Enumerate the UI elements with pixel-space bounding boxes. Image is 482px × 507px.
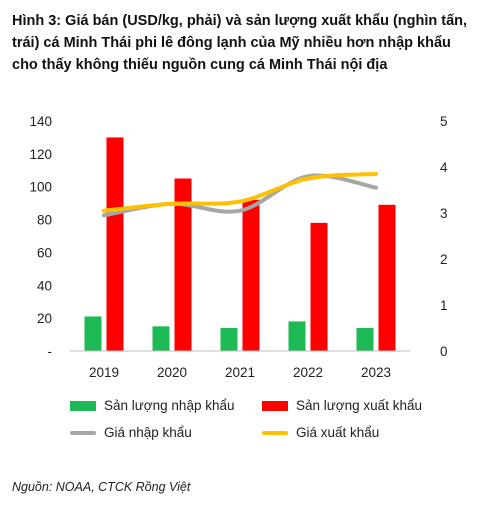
chart-title: Hình 3: Giá bán (USD/kg, phải) và sản lư… — [12, 13, 468, 73]
bar-export-volume — [106, 137, 124, 351]
right-axis: 0 1 2 3 4 5 — [440, 114, 448, 359]
y-left-tick-label: 120 — [29, 147, 52, 162]
y-right-tick-label: 3 — [440, 206, 448, 221]
x-axis: 2019 2020 2021 2022 2023 — [89, 365, 391, 380]
bar-import-volume — [288, 321, 306, 351]
bar-import-volume — [356, 328, 374, 351]
left-axis: - 20 40 60 80 100 120 140 — [29, 114, 52, 359]
y-right-tick-label: 5 — [440, 114, 448, 129]
x-tick-label: 2019 — [89, 365, 119, 380]
source-note: Nguồn: NOAA, CTCK Rồng Việt — [12, 480, 191, 494]
x-tick-label: 2022 — [293, 365, 323, 380]
y-right-tick-label: 2 — [440, 252, 448, 267]
x-tick-label: 2021 — [225, 365, 255, 380]
x-tick-label: 2020 — [157, 365, 187, 380]
y-left-tick-label: - — [48, 344, 53, 359]
y-left-tick-label: 40 — [37, 278, 52, 293]
lines — [102, 171, 378, 218]
bar-export-volume — [174, 178, 192, 351]
y-left-tick-label: 20 — [37, 311, 52, 326]
line-export-price — [102, 171, 378, 213]
bar-import-volume — [84, 316, 102, 351]
bars — [84, 137, 396, 351]
y-right-tick-label: 0 — [440, 344, 448, 359]
bar-export-volume — [242, 199, 260, 351]
y-left-tick-label: 80 — [37, 213, 52, 228]
y-left-tick-label: 100 — [29, 180, 52, 195]
x-tick-label: 2023 — [361, 365, 391, 380]
y-right-tick-label: 1 — [440, 298, 448, 313]
y-left-tick-label: 140 — [29, 114, 52, 129]
bar-export-volume — [310, 222, 328, 351]
bar-export-volume — [378, 204, 396, 351]
bar-import-volume — [220, 328, 238, 351]
line-import-price — [102, 173, 378, 218]
bar-import-volume — [152, 326, 170, 351]
y-right-tick-label: 4 — [440, 160, 448, 175]
y-left-tick-label: 60 — [37, 245, 52, 260]
